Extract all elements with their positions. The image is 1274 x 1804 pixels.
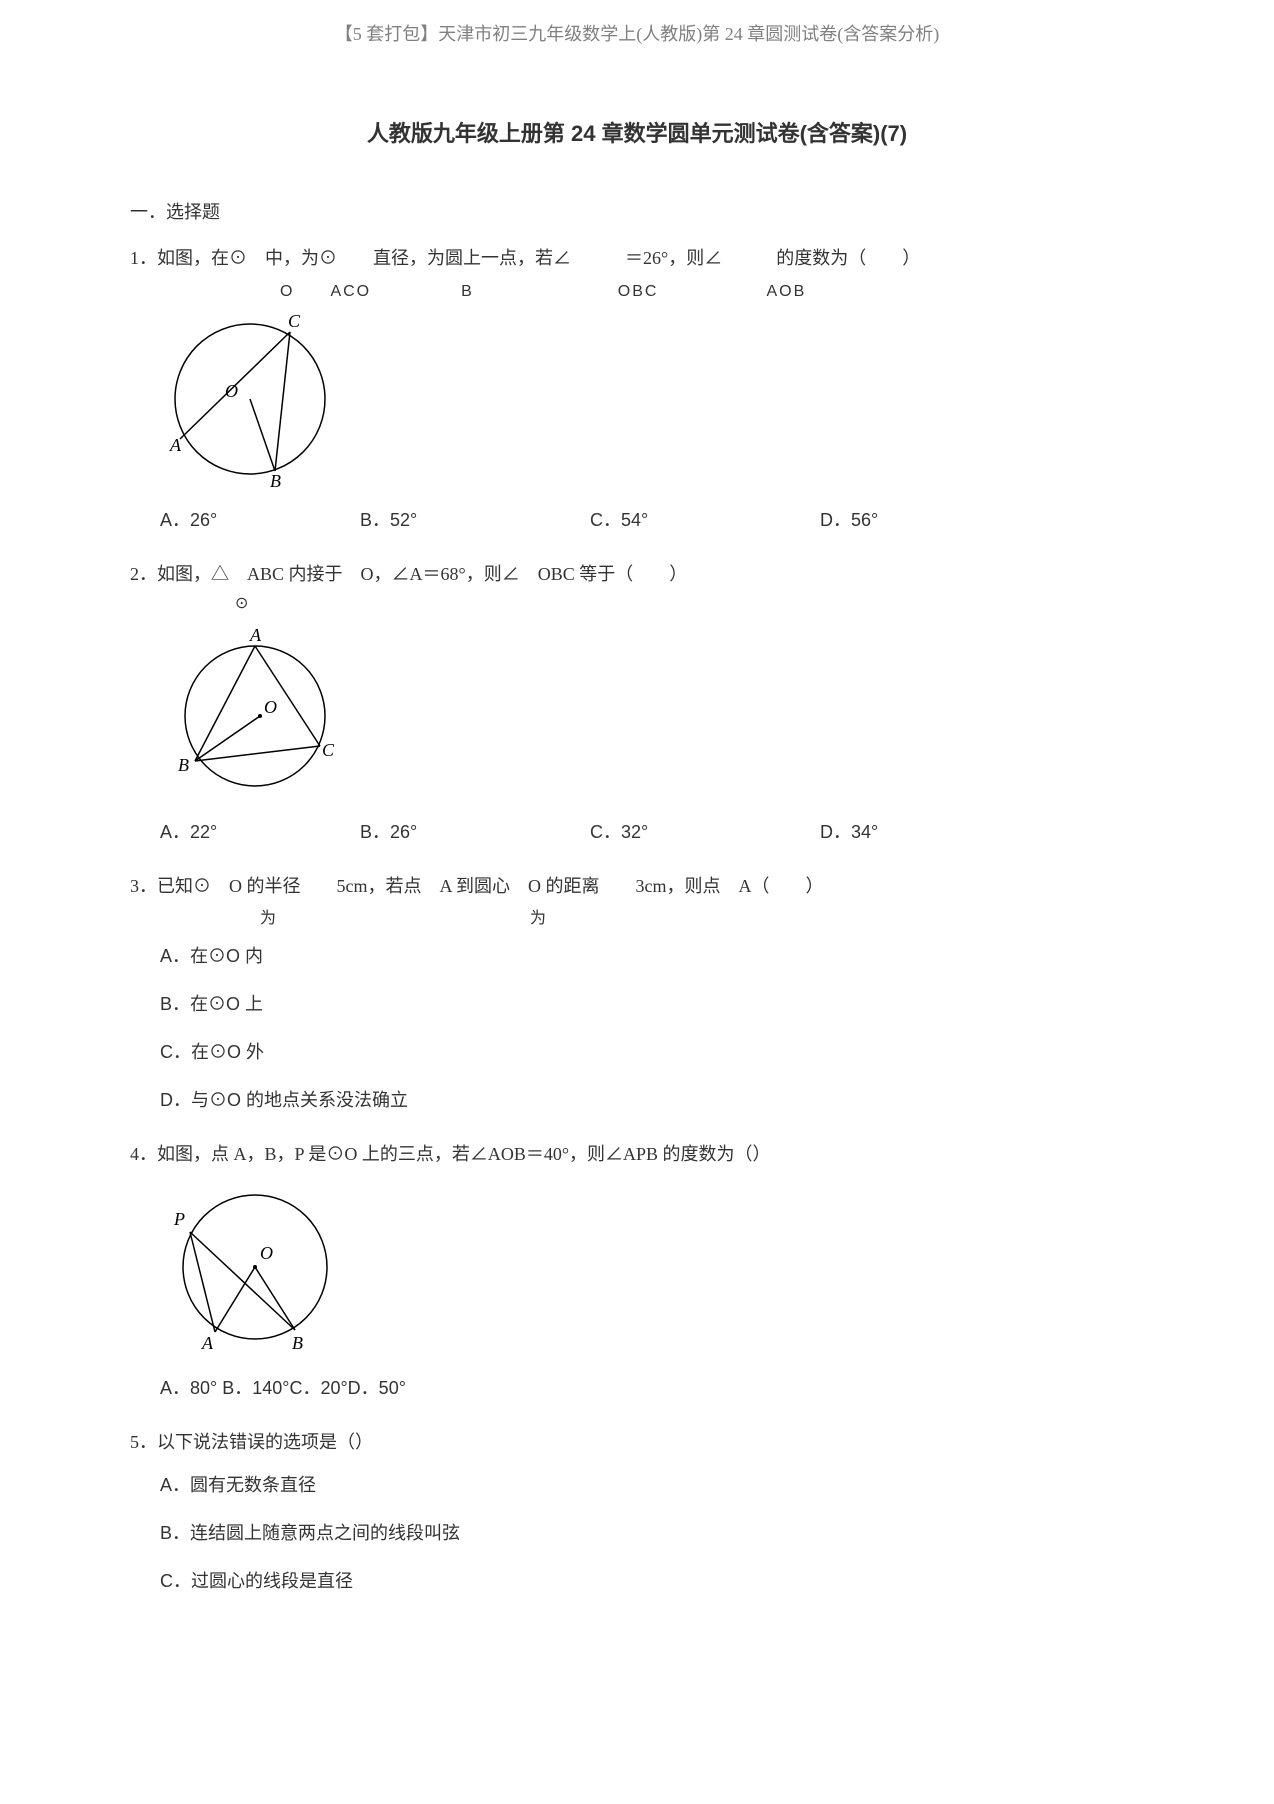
q4-line-pb: [190, 1232, 295, 1330]
page-header: 【5 套打包】天津市初三九年级数学上(人教版)第 24 章圆测试卷(含答案分析): [130, 20, 1144, 46]
q4-line-oa: [215, 1267, 255, 1332]
q2-opt-c: C．32°: [590, 818, 820, 844]
q2-opt-a: A．22°: [160, 818, 360, 844]
q5-line: 以下说法错误的选项是（）: [157, 1432, 373, 1452]
main-title: 人教版九年级上册第 24 章数学圆单元测试卷(含答案)(7): [130, 116, 1144, 148]
q3-text: 3．已知⊙ O 的半径 5cm，若点 A 到圆心 O 的距离 3cm，则点 A（…: [130, 872, 1144, 901]
q2-line-ac: [255, 646, 320, 746]
q4-text: 4．如图，点 A，B，P 是⊙O 上的三点，若∠AOB＝40°，则∠APB 的度…: [130, 1140, 1144, 1169]
question-4: 4．如图，点 A，B，P 是⊙O 上的三点，若∠AOB＝40°，则∠APB 的度…: [130, 1140, 1144, 1400]
q3-opt-a: A．在⊙O 内: [160, 942, 1144, 968]
q4-label-b: B: [292, 1333, 303, 1353]
q4-label-a: A: [201, 1333, 214, 1353]
q2-svg: A B C O: [160, 621, 360, 801]
q2-circle: [185, 646, 325, 786]
q4-options: A．80° B．140°C．20°D．50°: [160, 1374, 1144, 1400]
q5-opt-c: C．过圆心的线段是直径: [160, 1567, 1144, 1593]
q1-opt-b: B．52°: [360, 506, 590, 532]
question-2: 2．如图，△ ABC 内接于 O，∠A＝68°，则∠ OBC 等于（ ） ⊙ A…: [130, 560, 1144, 844]
q3-sublabels: 为 为: [260, 904, 1144, 928]
q4-svg: P A B O: [160, 1177, 360, 1357]
q1-opt-d: D．56°: [820, 506, 970, 532]
q2-center-dot: [258, 714, 262, 718]
q1-label-c: C: [288, 311, 301, 331]
q2-opt-d: D．34°: [820, 818, 970, 844]
q1-label-b: B: [270, 471, 281, 489]
q5-opt-a: A．圆有无数条直径: [160, 1471, 1144, 1497]
q1-number: 1．: [130, 248, 157, 268]
q2-label-a: A: [249, 625, 262, 645]
question-1: 1．如图，在⊙ 中，为⊙ 直径，为圆上一点，若∠ ＝26°，则∠ 的度数为（ ）…: [130, 244, 1144, 532]
q4-figure: P A B O: [160, 1177, 1144, 1362]
q1-label-a: A: [169, 435, 182, 455]
q2-sublabels: ⊙: [235, 593, 1144, 613]
q3-number: 3．: [130, 876, 157, 896]
q1-label-o: O: [225, 381, 238, 401]
q2-label-o: O: [264, 697, 277, 717]
q2-label-c: C: [322, 740, 335, 760]
q1-text: 1．如图，在⊙ 中，为⊙ 直径，为圆上一点，若∠ ＝26°，则∠ 的度数为（ ）: [130, 244, 1144, 273]
q5-opt-b: B．连结圆上随意两点之间的线段叫弦: [160, 1519, 1144, 1545]
q2-number: 2．: [130, 564, 157, 584]
q2-line: 如图，△ ABC 内接于 O，∠A＝68°，则∠ OBC 等于（ ）: [157, 564, 687, 584]
q2-line-ab: [195, 646, 255, 761]
q2-opt-b: B．26°: [360, 818, 590, 844]
q1-line: 如图，在⊙ 中，为⊙ 直径，为圆上一点，若∠ ＝26°，则∠ 的度数为（ ）: [157, 248, 920, 268]
q4-center-dot: [253, 1265, 257, 1269]
q2-figure: A B C O: [160, 621, 1144, 806]
q1-line-bc: [275, 332, 290, 471]
q3-opt-d: D．与⊙O 的地点关系没法确立: [160, 1086, 1144, 1112]
q1-options: A．26° B．52° C．54° D．56°: [160, 506, 1144, 532]
q5-options: A．圆有无数条直径 B．连结圆上随意两点之间的线段叫弦 C．过圆心的线段是直径: [160, 1471, 1144, 1593]
q1-opt-c: C．54°: [590, 506, 820, 532]
q3-line: 已知⊙ O 的半径 5cm，若点 A 到圆心 O 的距离 3cm，则点 A（ ）: [157, 876, 823, 896]
question-3: 3．已知⊙ O 的半径 5cm，若点 A 到圆心 O 的距离 3cm，则点 A（…: [130, 872, 1144, 1113]
q4-label-o: O: [260, 1243, 273, 1263]
exam-page: 【5 套打包】天津市初三九年级数学上(人教版)第 24 章圆测试卷(含答案分析)…: [0, 0, 1274, 1661]
q5-number: 5．: [130, 1432, 157, 1452]
q3-opt-c: C．在⊙O 外: [160, 1038, 1144, 1064]
q1-opt-a: A．26°: [160, 506, 360, 532]
q2-options: A．22° B．26° C．32° D．34°: [160, 818, 1144, 844]
q5-text: 5．以下说法错误的选项是（）: [130, 1428, 1144, 1457]
q3-options: A．在⊙O 内 B．在⊙O 上 C．在⊙O 外 D．与⊙O 的地点关系没法确立: [160, 942, 1144, 1112]
q1-svg: A B C O: [160, 309, 350, 489]
q1-sublabels: O ACO B OBC AOB: [280, 277, 1144, 301]
q4-label-p: P: [173, 1209, 185, 1229]
section-title: 一．选择题: [130, 198, 1144, 224]
q4-line: 如图，点 A，B，P 是⊙O 上的三点，若∠AOB＝40°，则∠APB 的度数为…: [157, 1144, 771, 1164]
q4-number: 4．: [130, 1144, 157, 1164]
q3-opt-b: B．在⊙O 上: [160, 990, 1144, 1016]
q2-label-b: B: [178, 755, 189, 775]
q1-line-ob: [250, 399, 275, 471]
q1-figure: A B C O: [160, 309, 1144, 494]
question-5: 5．以下说法错误的选项是（） A．圆有无数条直径 B．连结圆上随意两点之间的线段…: [130, 1428, 1144, 1593]
q2-text: 2．如图，△ ABC 内接于 O，∠A＝68°，则∠ OBC 等于（ ）: [130, 560, 1144, 589]
